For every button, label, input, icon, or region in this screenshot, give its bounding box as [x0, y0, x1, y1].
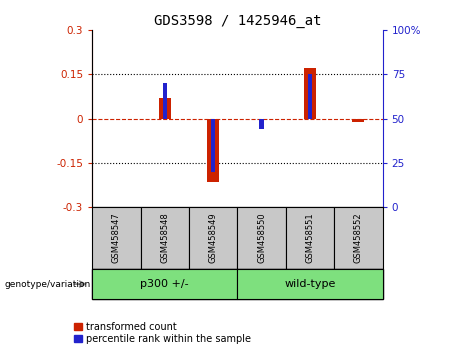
- Text: GSM458552: GSM458552: [354, 213, 363, 263]
- Bar: [189, 207, 237, 269]
- Text: wild-type: wild-type: [284, 279, 336, 289]
- Bar: [92, 269, 237, 299]
- Bar: [286, 207, 334, 269]
- Bar: [207, 119, 219, 182]
- Bar: [260, 119, 264, 129]
- Bar: [237, 269, 383, 299]
- Bar: [163, 83, 167, 119]
- Bar: [352, 119, 365, 121]
- Bar: [211, 119, 215, 172]
- Bar: [308, 74, 312, 119]
- Bar: [334, 207, 383, 269]
- Bar: [141, 207, 189, 269]
- Legend: transformed count, percentile rank within the sample: transformed count, percentile rank withi…: [74, 322, 251, 344]
- Text: genotype/variation: genotype/variation: [5, 280, 91, 289]
- Bar: [92, 207, 141, 269]
- Bar: [237, 207, 286, 269]
- Text: GSM458550: GSM458550: [257, 213, 266, 263]
- Text: GSM458547: GSM458547: [112, 213, 121, 263]
- Bar: [159, 98, 171, 119]
- Text: p300 +/-: p300 +/-: [141, 279, 189, 289]
- Title: GDS3598 / 1425946_at: GDS3598 / 1425946_at: [154, 14, 321, 28]
- Bar: [304, 68, 316, 119]
- Text: GSM458551: GSM458551: [306, 213, 314, 263]
- Text: GSM458548: GSM458548: [160, 213, 169, 263]
- Text: GSM458549: GSM458549: [209, 213, 218, 263]
